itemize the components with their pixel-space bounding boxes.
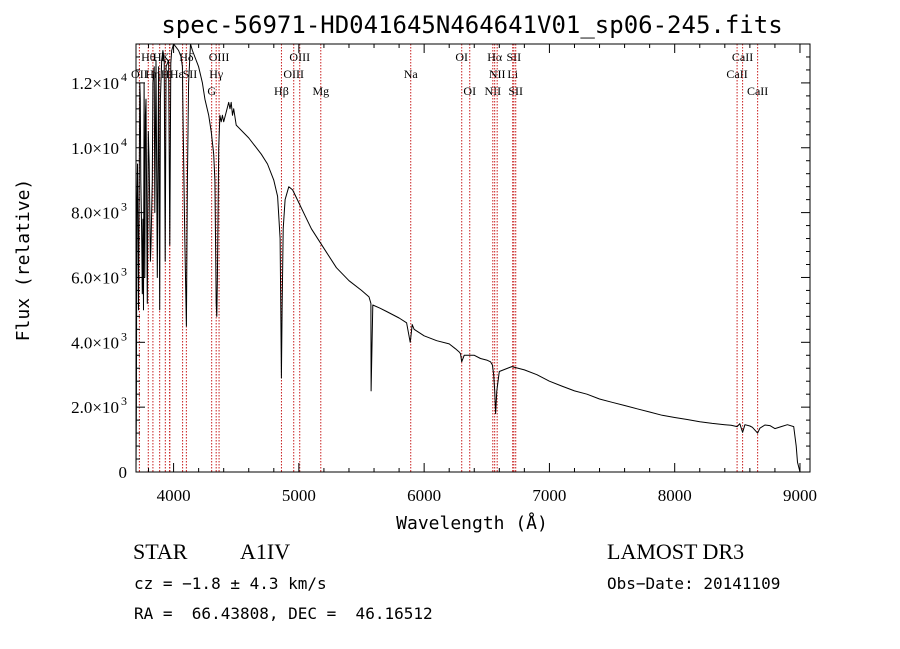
y-tick-label-0: 0	[119, 463, 128, 482]
line-label-27: CaII	[747, 84, 768, 98]
y-axis-label: Flux (relative)	[13, 179, 34, 342]
y-tick-label-3: 6.0×10	[71, 268, 119, 287]
x-tick-label-4: 8000	[658, 486, 692, 505]
line-label-0: OII	[131, 67, 148, 81]
line-label-15: Mg	[312, 84, 329, 98]
y-tick-exp-3: 3	[121, 264, 127, 278]
line-label-23: SII	[507, 50, 522, 64]
y-tick-exp-5: 4	[121, 135, 127, 149]
line-label-11: OIII	[209, 50, 230, 64]
plot-frame	[135, 43, 811, 473]
x-tick-label-1: 5000	[282, 486, 316, 505]
line-label-24: SII	[508, 84, 523, 98]
y-tick-exp-4: 3	[121, 200, 127, 214]
line-label-25: CaII	[726, 67, 747, 81]
coordinates: RA = 66.43808, DEC = 46.16512	[134, 604, 433, 623]
y-tick-label-2: 4.0×10	[71, 333, 119, 352]
line-label-1: Hθ	[141, 50, 156, 64]
line-label-4: K	[161, 50, 170, 64]
line-label-26: CaII	[732, 50, 753, 64]
line-label-21: NII	[489, 67, 506, 81]
survey-name: LAMOST DR3	[607, 539, 745, 564]
y-tick-exp-1: 3	[121, 394, 127, 408]
line-label-9: G	[207, 84, 216, 98]
x-tick-label-2: 6000	[407, 486, 441, 505]
chart-title: spec-56971-HD041645N464641V01_sp06-245.f…	[161, 11, 782, 39]
obs-date: Obs−Date: 20141109	[607, 574, 781, 593]
series-spectrum	[135, 43, 801, 473]
line-label-14: OIII	[289, 50, 310, 64]
line-label-2: Hη	[145, 67, 160, 81]
line-label-19: NII	[484, 84, 501, 98]
y-tick-label-6: 1.2×10	[71, 74, 119, 93]
line-label-10: Hγ	[209, 67, 224, 81]
line-label-6: Hε	[170, 67, 184, 81]
line-label-12: Hβ	[274, 84, 289, 98]
x-tick-label-3: 7000	[532, 486, 566, 505]
y-tick-label-4: 8.0×10	[71, 204, 119, 223]
line-label-5: H	[161, 67, 170, 81]
object-subclass: A1IV	[240, 539, 291, 564]
line-label-20: Hα	[487, 50, 503, 64]
line-label-16: Na	[404, 67, 419, 81]
y-tick-label-1: 2.0×10	[71, 398, 119, 417]
y-tick-label-5: 1.0×10	[71, 139, 119, 158]
line-label-13: OIII	[283, 67, 304, 81]
line-label-18: OI	[463, 84, 476, 98]
redshift-value: cz = −1.8 ± 4.3 km/s	[134, 574, 327, 593]
line-label-17: OI	[455, 50, 468, 64]
series-layer	[135, 43, 801, 473]
x-axis-label: Wavelength (Å)	[396, 512, 548, 534]
x-tick-label-0: 4000	[157, 486, 191, 505]
x-tick-label-5: 9000	[783, 486, 817, 505]
line-label-7: SII	[183, 67, 198, 81]
line-label-22: Li	[507, 67, 518, 81]
y-tick-exp-2: 3	[121, 329, 127, 343]
y-tick-exp-6: 4	[121, 70, 127, 84]
object-class: STAR	[133, 539, 188, 564]
